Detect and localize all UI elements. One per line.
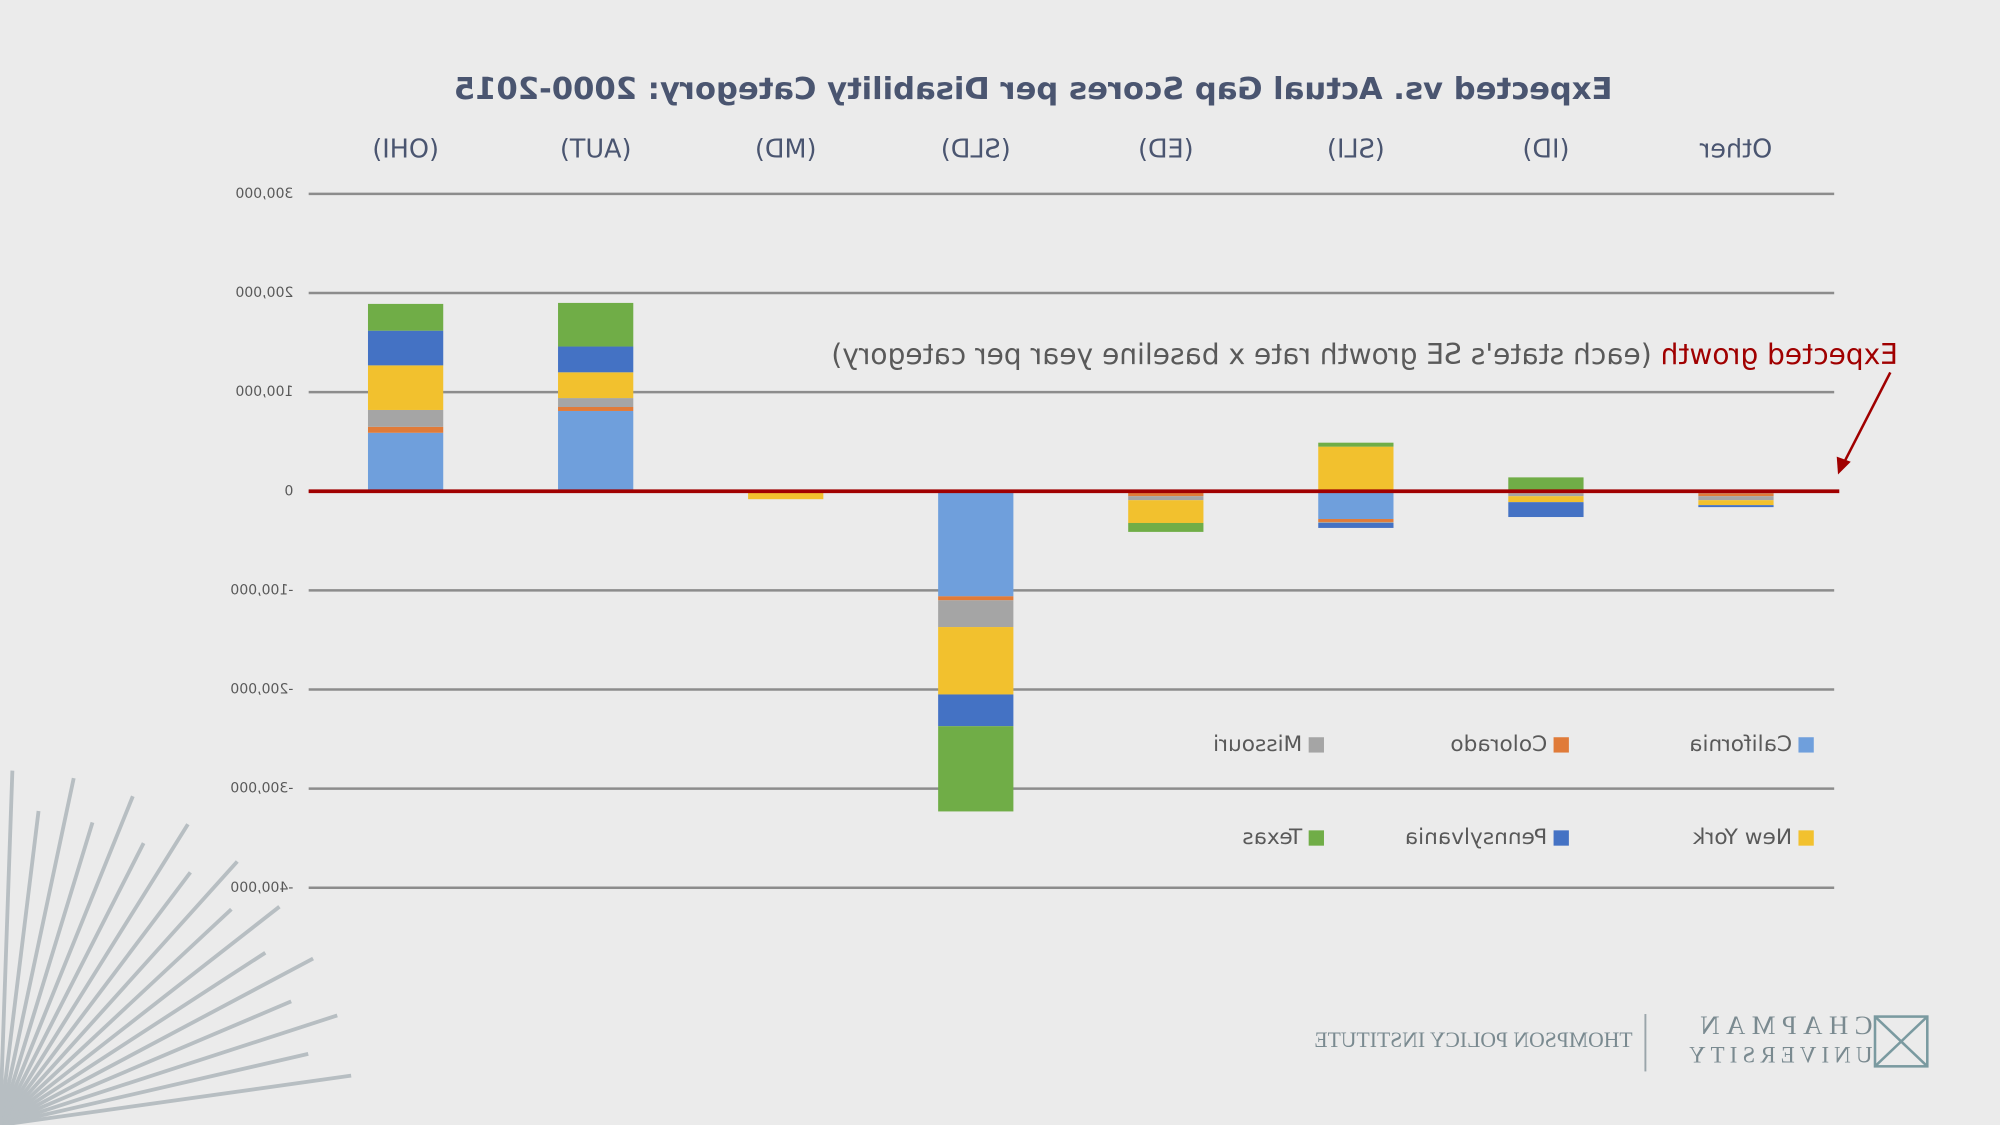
y-tick-label: -400,000 bbox=[230, 880, 293, 896]
bar-segment bbox=[1318, 521, 1394, 523]
bar-segment bbox=[1508, 502, 1584, 518]
annotation-label: Expected growth bbox=[1661, 338, 1898, 371]
x-category-label: Other bbox=[1699, 135, 1772, 165]
bar-segment bbox=[938, 726, 1014, 812]
ray bbox=[0, 871, 192, 1125]
bar-segment bbox=[367, 303, 444, 331]
bar-segment bbox=[1318, 519, 1394, 522]
ray bbox=[0, 1073, 352, 1125]
sunburst bbox=[0, 770, 352, 1125]
ray bbox=[0, 795, 135, 1125]
annotation-arrow bbox=[1841, 371, 1892, 465]
logo bbox=[1873, 1015, 1929, 1068]
x-category-label: (ID) bbox=[1522, 135, 1569, 165]
bar-segment bbox=[367, 365, 444, 410]
legend-label: Texas bbox=[1242, 825, 1303, 850]
bar-segment bbox=[1698, 493, 1774, 497]
ray bbox=[0, 951, 267, 1125]
bar-segment bbox=[1318, 446, 1394, 492]
bar-segment bbox=[1698, 496, 1774, 501]
bar-segment bbox=[1318, 442, 1394, 447]
ray bbox=[0, 770, 15, 1125]
x-category-label: (SLD) bbox=[941, 135, 1011, 165]
bar-segment bbox=[558, 406, 634, 411]
y-tick-label: -200,000 bbox=[230, 682, 293, 698]
ray bbox=[0, 956, 314, 1125]
bar-segment bbox=[748, 491, 824, 500]
bar-segment bbox=[1698, 500, 1774, 506]
legend-marker bbox=[1308, 737, 1324, 753]
annotation-text: (each state's SE growth rate x baseline … bbox=[831, 338, 1651, 371]
x-category-label: (ED) bbox=[1138, 135, 1194, 165]
ray bbox=[0, 999, 292, 1125]
bar-segment bbox=[367, 409, 444, 427]
bar-segment bbox=[1128, 522, 1204, 532]
annotation: Expected growth (each state's SE growth … bbox=[831, 338, 1898, 371]
x-category-label: (MD) bbox=[755, 135, 817, 165]
bar-segment bbox=[1128, 496, 1204, 501]
legend-marker bbox=[1798, 737, 1814, 753]
bar-segment bbox=[1318, 491, 1394, 520]
bar-segment bbox=[1698, 505, 1774, 508]
bar-segment bbox=[938, 600, 1014, 628]
ray bbox=[0, 823, 190, 1125]
logo-line bbox=[1874, 1015, 1929, 1068]
legend-label: Missouri bbox=[1213, 732, 1302, 757]
bar-segment bbox=[1508, 493, 1584, 497]
bar-segment bbox=[1128, 491, 1204, 497]
bar-segment bbox=[1318, 522, 1394, 528]
legend-marker bbox=[1308, 830, 1324, 846]
bar-segment bbox=[938, 491, 1014, 597]
bar-segment bbox=[367, 432, 444, 492]
ray bbox=[0, 842, 146, 1125]
bar-segment bbox=[558, 346, 634, 373]
legend-marker bbox=[1553, 830, 1569, 846]
bar-segment bbox=[558, 302, 634, 347]
y-tick-label: 100,000 bbox=[235, 384, 293, 400]
ray bbox=[0, 1013, 338, 1125]
bar-segment bbox=[1508, 496, 1584, 503]
bar-segment bbox=[558, 372, 634, 399]
legend-label: Pennsylvania bbox=[1405, 825, 1547, 850]
y-tick-label: -100,000 bbox=[230, 582, 293, 598]
bar-segment bbox=[1128, 500, 1204, 523]
mirrored-slide: Expected vs. Actual Gap Scores per Disab… bbox=[0, 72, 1929, 1125]
ray bbox=[0, 905, 281, 1125]
institute: THOMPSON POLICY INSTITUTE bbox=[1314, 1028, 1632, 1052]
chart-title: Expected vs. Actual Gap Scores per Disab… bbox=[454, 72, 1613, 107]
bar-segment bbox=[938, 596, 1014, 601]
legend-label: Colorado bbox=[1450, 732, 1547, 757]
ray bbox=[0, 777, 76, 1125]
y-tick-label: 0 bbox=[284, 483, 293, 499]
y-tick-label: 300,000 bbox=[235, 186, 293, 202]
bar-segment bbox=[367, 330, 444, 366]
ray bbox=[0, 1051, 309, 1125]
bar-segment bbox=[558, 410, 634, 492]
bar-segment bbox=[938, 694, 1014, 727]
ray bbox=[0, 907, 233, 1125]
x-category-label: (OHI) bbox=[372, 135, 439, 165]
legend-marker bbox=[1798, 830, 1814, 846]
brand-sub: UNIVERSITY bbox=[1684, 1043, 1873, 1068]
legend-label: California bbox=[1689, 732, 1792, 757]
legend-marker bbox=[1553, 737, 1569, 753]
brand: CHAPMAN bbox=[1694, 1010, 1873, 1040]
arrow-head bbox=[1836, 456, 1851, 475]
bar-segment bbox=[558, 398, 634, 407]
ray bbox=[0, 821, 95, 1125]
bar-segment bbox=[367, 426, 444, 433]
bar-segment bbox=[1508, 477, 1584, 492]
y-tick-label: -300,000 bbox=[230, 781, 293, 797]
ray bbox=[0, 860, 239, 1125]
x-category-label: (SLI) bbox=[1327, 135, 1385, 165]
ray bbox=[0, 810, 41, 1125]
legend-label: New York bbox=[1692, 825, 1792, 850]
x-category-label: (AUT) bbox=[560, 135, 632, 165]
y-tick-label: 200,000 bbox=[235, 285, 293, 301]
bar-segment bbox=[938, 627, 1014, 695]
